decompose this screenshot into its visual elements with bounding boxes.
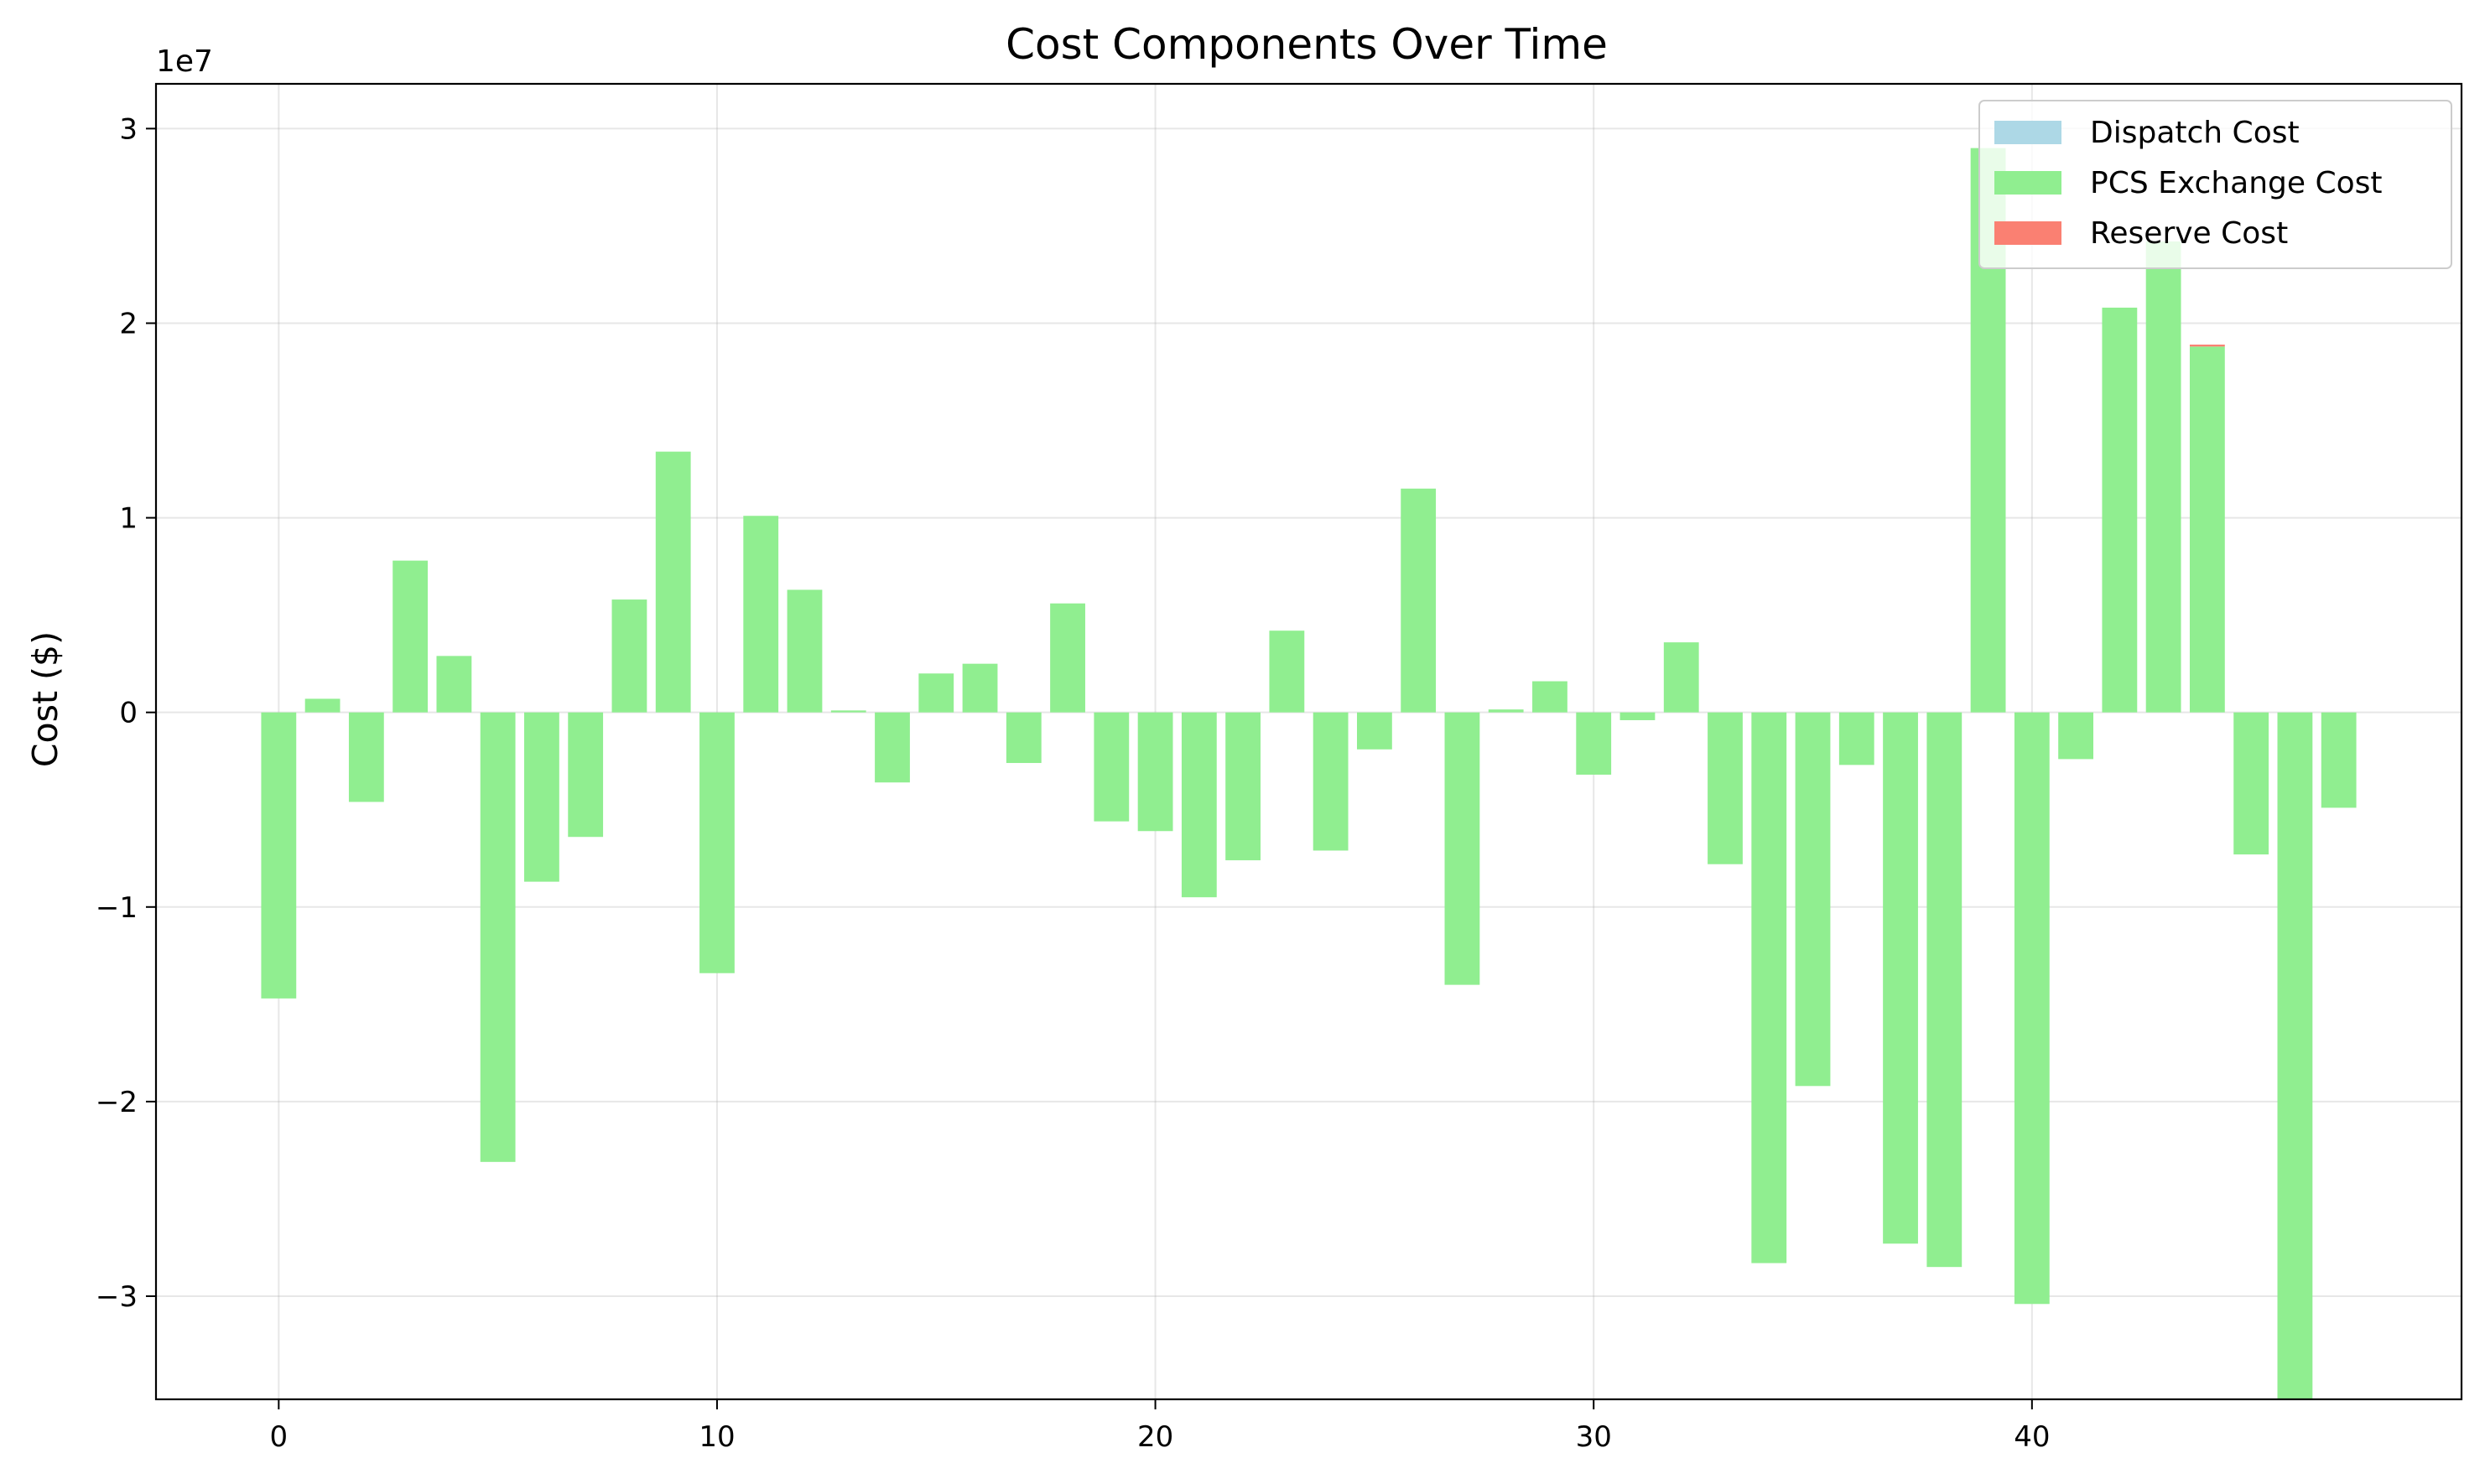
legend: Dispatch Cost PCS Exchange Cost Reserve Co…: [1978, 100, 2452, 269]
bar-pcs-exchange-cost: [1532, 681, 1567, 713]
y-tick-label: 3: [119, 112, 138, 146]
bar-reserve-cost: [2189, 345, 2225, 347]
bar-pcs-exchange-cost: [962, 663, 998, 713]
legend-label: Reserve Cost: [2090, 216, 2288, 251]
bar-pcs-exchange-cost: [1269, 630, 1305, 713]
bar-pcs-exchange-cost: [830, 710, 866, 713]
bar-pcs-exchange-cost: [2145, 241, 2181, 713]
bar-pcs-exchange-cost: [1356, 712, 1392, 750]
bar-pcs-exchange-cost: [611, 599, 647, 713]
y-tick-label: −1: [96, 891, 138, 925]
y-tick-label: −2: [96, 1086, 138, 1119]
y-axis-label: Cost ($): [25, 631, 65, 767]
bar-pcs-exchange-cost: [787, 589, 823, 713]
x-tick-label: 10: [699, 1420, 735, 1454]
bar-pcs-exchange-cost: [743, 516, 779, 713]
bar-pcs-exchange-cost: [1444, 712, 1480, 985]
bar-pcs-exchange-cost: [2102, 307, 2138, 713]
bar-pcs-exchange-cost: [2058, 712, 2093, 760]
legend-swatch: [1994, 171, 2061, 195]
bar-pcs-exchange-cost: [1488, 709, 1524, 713]
bar-pcs-exchange-cost: [524, 712, 559, 882]
plot-frame: [154, 82, 2463, 1401]
chart-title: Cost Components Over Time: [1006, 20, 1608, 69]
bar-pcs-exchange-cost: [1094, 712, 1130, 822]
bar-pcs-exchange-cost: [699, 712, 735, 973]
bar-pcs-exchange-cost: [1708, 712, 1743, 864]
bar-pcs-exchange-cost: [875, 712, 910, 783]
bar-pcs-exchange-cost: [261, 712, 297, 999]
bar-pcs-exchange-cost: [2321, 712, 2357, 808]
bar-pcs-exchange-cost: [1401, 488, 1437, 713]
x-tick-label: 40: [2014, 1420, 2050, 1454]
bar-pcs-exchange-cost: [1619, 712, 1656, 720]
x-tick-label: 30: [1576, 1420, 1612, 1454]
bar-pcs-exchange-cost: [1137, 712, 1173, 832]
y-axis-ticks: −3 −2 −1 0 1 2 3: [96, 112, 156, 1314]
bar-pcs-exchange-cost: [655, 451, 691, 713]
bar-pcs-exchange-cost: [393, 560, 429, 713]
bar-pcs-exchange-cost: [1225, 712, 1261, 861]
bar-pcs-exchange-cost: [2189, 346, 2225, 713]
bar-pcs-exchange-cost: [1838, 712, 1874, 765]
x-tick-label: 20: [1137, 1420, 1173, 1454]
y-tick-label: −3: [96, 1280, 138, 1314]
x-tick-label: 0: [270, 1420, 289, 1454]
y-tick-label: 2: [119, 307, 138, 340]
legend-label: PCS Exchange Cost: [2090, 166, 2383, 200]
bar-group: [261, 148, 2357, 1399]
bar-pcs-exchange-cost: [1883, 712, 1918, 1244]
bar-pcs-exchange-cost: [1006, 712, 1042, 764]
bar-pcs-exchange-cost: [1751, 712, 1787, 1263]
bar-pcs-exchange-cost: [2233, 712, 2269, 855]
legend-swatch: [1994, 121, 2061, 144]
bar-pcs-exchange-cost: [480, 712, 516, 1162]
bar-pcs-exchange-cost: [2277, 712, 2313, 1399]
legend-label: Dispatch Cost: [2090, 116, 2300, 150]
bar-pcs-exchange-cost: [1926, 712, 1963, 1268]
y-tick-label: 0: [119, 697, 138, 730]
legend-box: [1978, 100, 2452, 269]
bar-pcs-exchange-cost: [436, 656, 472, 713]
bar-pcs-exchange-cost: [1795, 712, 1831, 1087]
bar-pcs-exchange-cost: [1313, 712, 1349, 851]
bar-pcs-exchange-cost: [918, 673, 954, 713]
bar-pcs-exchange-cost: [1181, 712, 1217, 898]
bar-pcs-exchange-cost: [1050, 603, 1085, 713]
bar-pcs-exchange-cost: [568, 712, 604, 838]
bar-pcs-exchange-cost: [2014, 712, 2050, 1305]
bar-pcs-exchange-cost: [304, 698, 341, 713]
bars: [261, 148, 2357, 1399]
legend-swatch: [1994, 221, 2061, 245]
y-axis-offset-label: 1e7: [156, 44, 213, 79]
y-tick-label: 1: [119, 502, 138, 536]
bar-pcs-exchange-cost: [1663, 642, 1699, 713]
bar-pcs-exchange-cost: [348, 712, 384, 802]
x-axis-ticks: 0 10 20 30 40: [270, 1399, 2050, 1454]
bar-pcs-exchange-cost: [1576, 712, 1612, 775]
